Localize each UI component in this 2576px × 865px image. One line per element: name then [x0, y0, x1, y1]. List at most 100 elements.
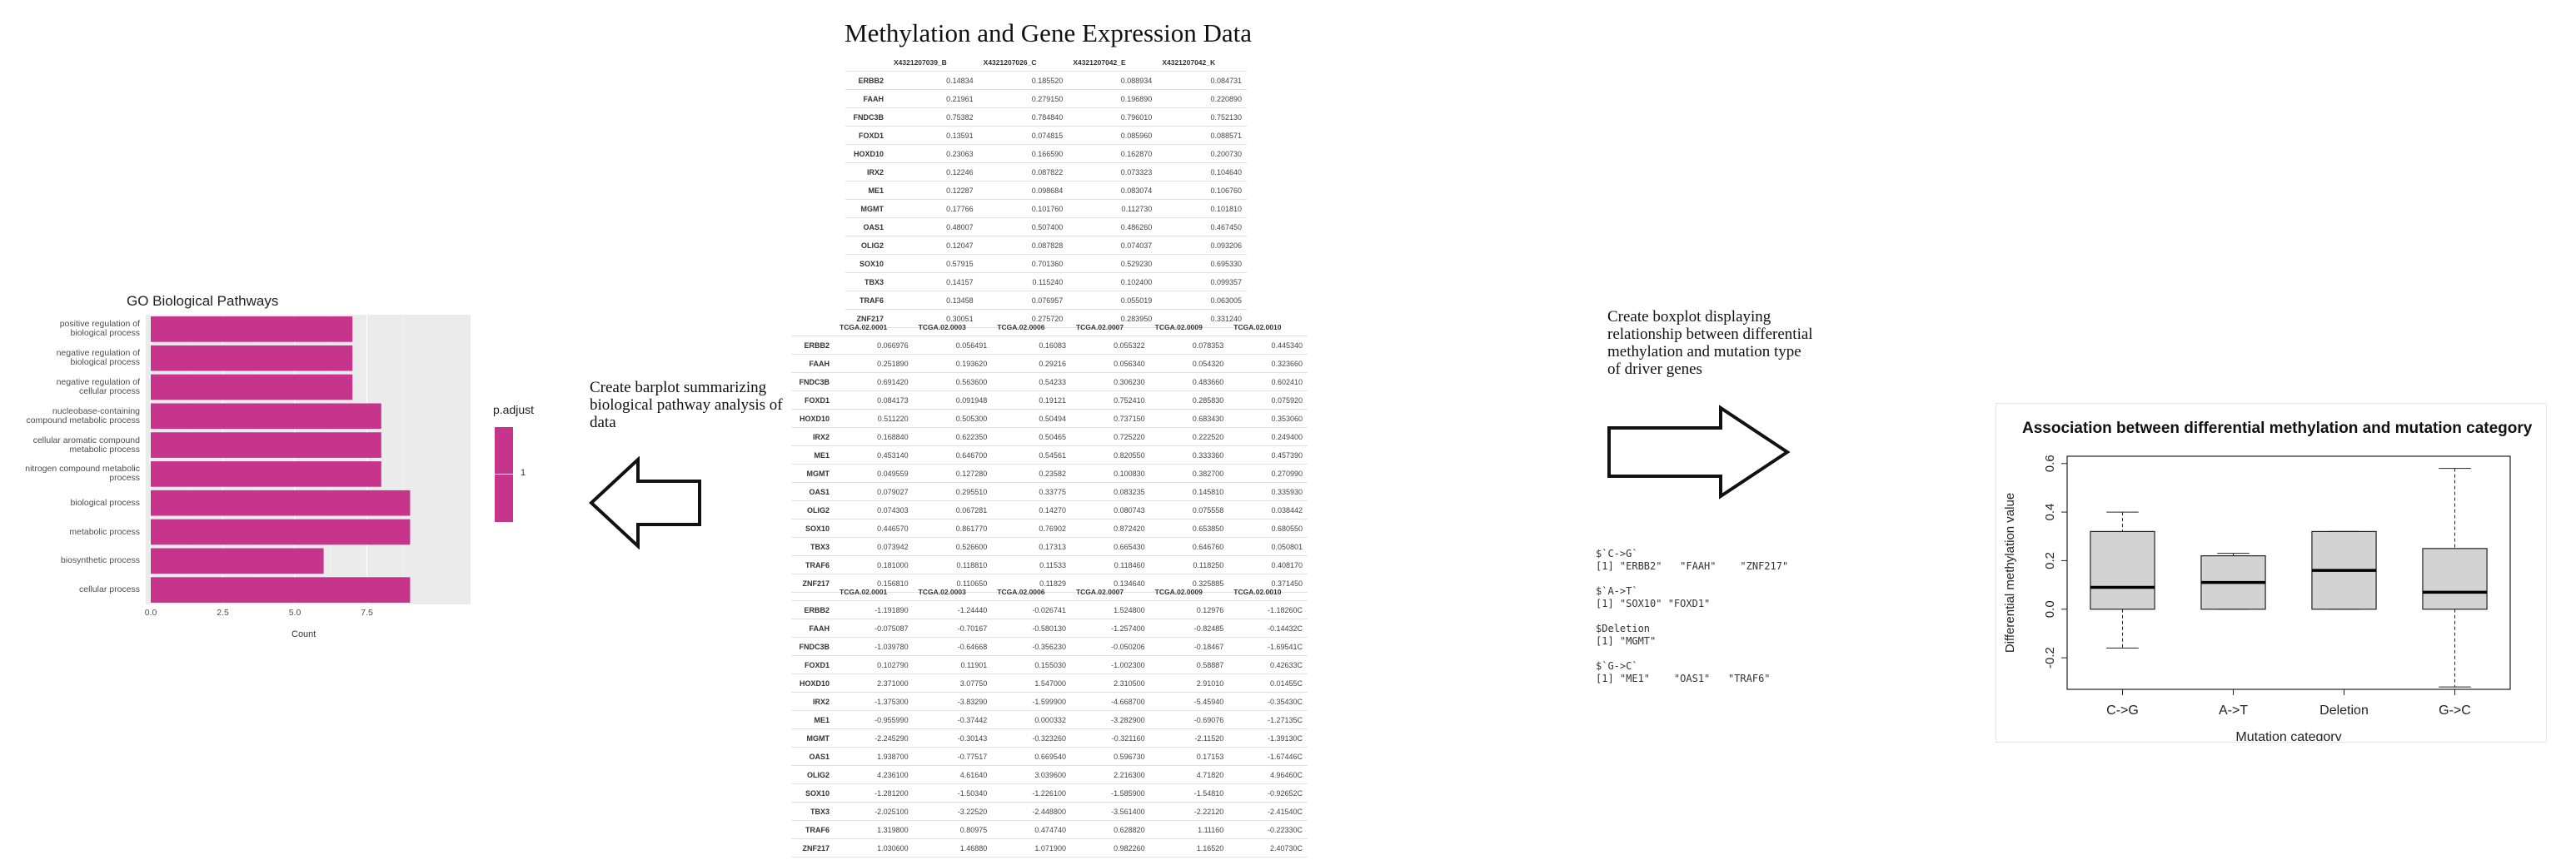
value-cell: 0.073942: [835, 537, 914, 556]
value-cell: 0.665430: [1070, 537, 1150, 556]
table-header-cell: TCGA.02.0007: [1070, 318, 1150, 336]
table-row: TBX3 0.14157 0.115240 0.102400 0.099357: [845, 272, 1247, 291]
table-row: ERBB2 0.14834 0.185520 0.088934 0.084731: [845, 71, 1247, 90]
value-cell: 0.474740: [992, 820, 1071, 839]
value-cell: -5.45940: [1149, 692, 1229, 711]
gene-name-cell: FAAH: [791, 354, 835, 373]
barplot-chart: [150, 315, 411, 604]
value-cell: 0.80975: [913, 820, 993, 839]
value-cell: 0.596730: [1070, 747, 1150, 766]
value-cell: -1.002300: [1070, 655, 1150, 674]
barplot-category-label: nitrogen compound metabolic process: [25, 464, 140, 484]
table-row: FNDC3B 0.75382 0.784840 0.796010 0.752130: [845, 107, 1247, 127]
value-cell: 0.54233: [992, 372, 1071, 391]
value-cell: -1.257400: [1070, 619, 1150, 638]
value-cell: -4.668700: [1070, 692, 1150, 711]
value-cell: -1.69541C: [1228, 637, 1308, 656]
table-row: OAS1 1.938700 -0.77517 0.669540 0.596730 0.17…: [791, 747, 1308, 766]
value-cell: -1.50340: [913, 783, 993, 803]
boxplot-y-tick-label: 0.2: [2043, 552, 2057, 569]
boxplot-y-tick-label: 0.0: [2043, 600, 2057, 618]
gene-name-cell: OLIG2: [845, 236, 889, 255]
value-cell: -0.69076: [1149, 710, 1229, 729]
table-row: OLIG2 0.074303 0.067281 0.14270 0.080743 0.07…: [791, 500, 1308, 519]
value-cell: 0.083235: [1070, 482, 1150, 501]
value-cell: 0.118460: [1070, 555, 1150, 574]
table-row: FAAH -0.075087 -0.70167 -0.580130 -1.257400-…: [791, 619, 1308, 638]
value-cell: 1.938700: [835, 747, 914, 766]
value-cell: 0.529230: [1068, 254, 1158, 273]
value-cell: 0.066976: [835, 336, 914, 355]
table-row: TRAF6 1.319800 0.80975 0.474740 0.628820 1.11…: [791, 820, 1308, 839]
gene-name-cell: FNDC3B: [791, 372, 835, 391]
boxplot-x-label: Mutation category: [2235, 730, 2341, 741]
value-cell: -3.561400: [1070, 802, 1150, 821]
value-cell: 0.646700: [913, 445, 993, 465]
barplot-category-label: negative regulation of biological process: [56, 348, 140, 368]
value-cell: 0.127280: [913, 464, 993, 483]
value-cell: 0.669540: [992, 747, 1071, 766]
value-cell: 0.285830: [1149, 390, 1229, 410]
value-cell: -1.585900: [1070, 783, 1150, 803]
gene-name-cell: TRAF6: [791, 820, 835, 839]
value-cell: 0.038442: [1228, 500, 1308, 519]
value-cell: -2.22120: [1149, 802, 1229, 821]
value-cell: 0.118810: [913, 555, 993, 574]
boxplot-category-label: A->T: [2219, 703, 2248, 718]
console-output: $`C->G` [1] "ERBB2" "FAAH" "ZNF217" $`A-…: [1596, 548, 1789, 684]
gene-name-cell: HOXD10: [791, 674, 835, 693]
value-cell: 0.270990: [1228, 464, 1308, 483]
boxplot-frame: [2066, 455, 2511, 690]
value-cell: 0.098684: [978, 181, 1069, 200]
value-cell: 0.467450: [1157, 217, 1247, 236]
bar: [151, 345, 353, 371]
value-cell: -1.599900: [992, 692, 1071, 711]
gene-name-cell: TBX3: [791, 537, 835, 556]
value-cell: -2.025100: [835, 802, 914, 821]
value-cell: 0.101810: [1157, 199, 1247, 218]
value-cell: 0.653850: [1149, 519, 1229, 538]
table-row: OAS1 0.079027 0.295510 0.33775 0.083235 0.145…: [791, 482, 1308, 501]
value-cell: 0.075920: [1228, 390, 1308, 410]
gene-name-cell: OLIG2: [791, 765, 835, 784]
value-cell: 2.216300: [1070, 765, 1150, 784]
value-cell: 0.796010: [1068, 107, 1158, 127]
value-cell: 2.91010: [1149, 674, 1229, 693]
value-cell: 4.96460C: [1228, 765, 1308, 784]
value-cell: 0.333360: [1149, 445, 1229, 465]
value-cell: 2.310500: [1070, 674, 1150, 693]
gene-name-cell: IRX2: [791, 692, 835, 711]
value-cell: -0.37442: [913, 710, 993, 729]
value-cell: 0.196890: [1068, 89, 1158, 108]
table-row: FOXD1 0.102790 0.11901 0.155030 -1.002300 0.5…: [791, 655, 1308, 674]
value-cell: 0.056340: [1070, 354, 1150, 373]
value-cell: 0.099357: [1157, 272, 1247, 291]
value-cell: 0.23582: [992, 464, 1071, 483]
boxplot-y-tick-label: -0.2: [2043, 647, 2057, 669]
value-cell: -0.050206: [1070, 637, 1150, 656]
table-header-cell: TCGA.02.0006: [992, 583, 1071, 601]
value-cell: 0.11901: [913, 655, 993, 674]
gene-name-cell: IRX2: [845, 162, 889, 181]
value-cell: 0.091948: [913, 390, 993, 410]
gene-name-cell: OAS1: [791, 747, 835, 766]
value-cell: 0.084731: [1157, 71, 1247, 90]
gene-name-cell: FAAH: [845, 89, 889, 108]
table-row: FNDC3B -1.039780 -0.64668 -0.356230 -0.05020…: [791, 637, 1308, 656]
gene-name-cell: SOX10: [791, 783, 835, 803]
value-cell: 0.457390: [1228, 445, 1308, 465]
value-cell: 0.602410: [1228, 372, 1308, 391]
value-cell: -0.026741: [992, 600, 1071, 619]
table-header-cell: TCGA.02.0006: [992, 318, 1071, 336]
value-cell: 0.19121: [992, 390, 1071, 410]
value-cell: 0.725220: [1070, 427, 1150, 446]
table-header-cell: TCGA.02.0001: [835, 318, 914, 336]
table-header-cell: TCGA.02.0009: [1149, 318, 1229, 336]
value-cell: 0.23063: [889, 144, 979, 163]
value-cell: 0.453140: [835, 445, 914, 465]
table-row: TRAF6 0.181000 0.118810 0.11533 0.118460 0.11…: [791, 555, 1308, 574]
value-cell: 0.249400: [1228, 427, 1308, 446]
value-cell: 0.861770: [913, 519, 993, 538]
value-cell: 0.079027: [835, 482, 914, 501]
value-cell: 2.40730C: [1228, 838, 1308, 858]
